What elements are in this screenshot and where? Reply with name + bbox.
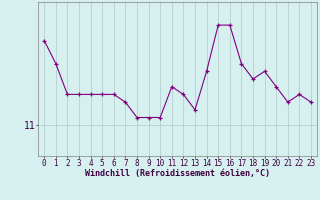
X-axis label: Windchill (Refroidissement éolien,°C): Windchill (Refroidissement éolien,°C)	[85, 169, 270, 178]
